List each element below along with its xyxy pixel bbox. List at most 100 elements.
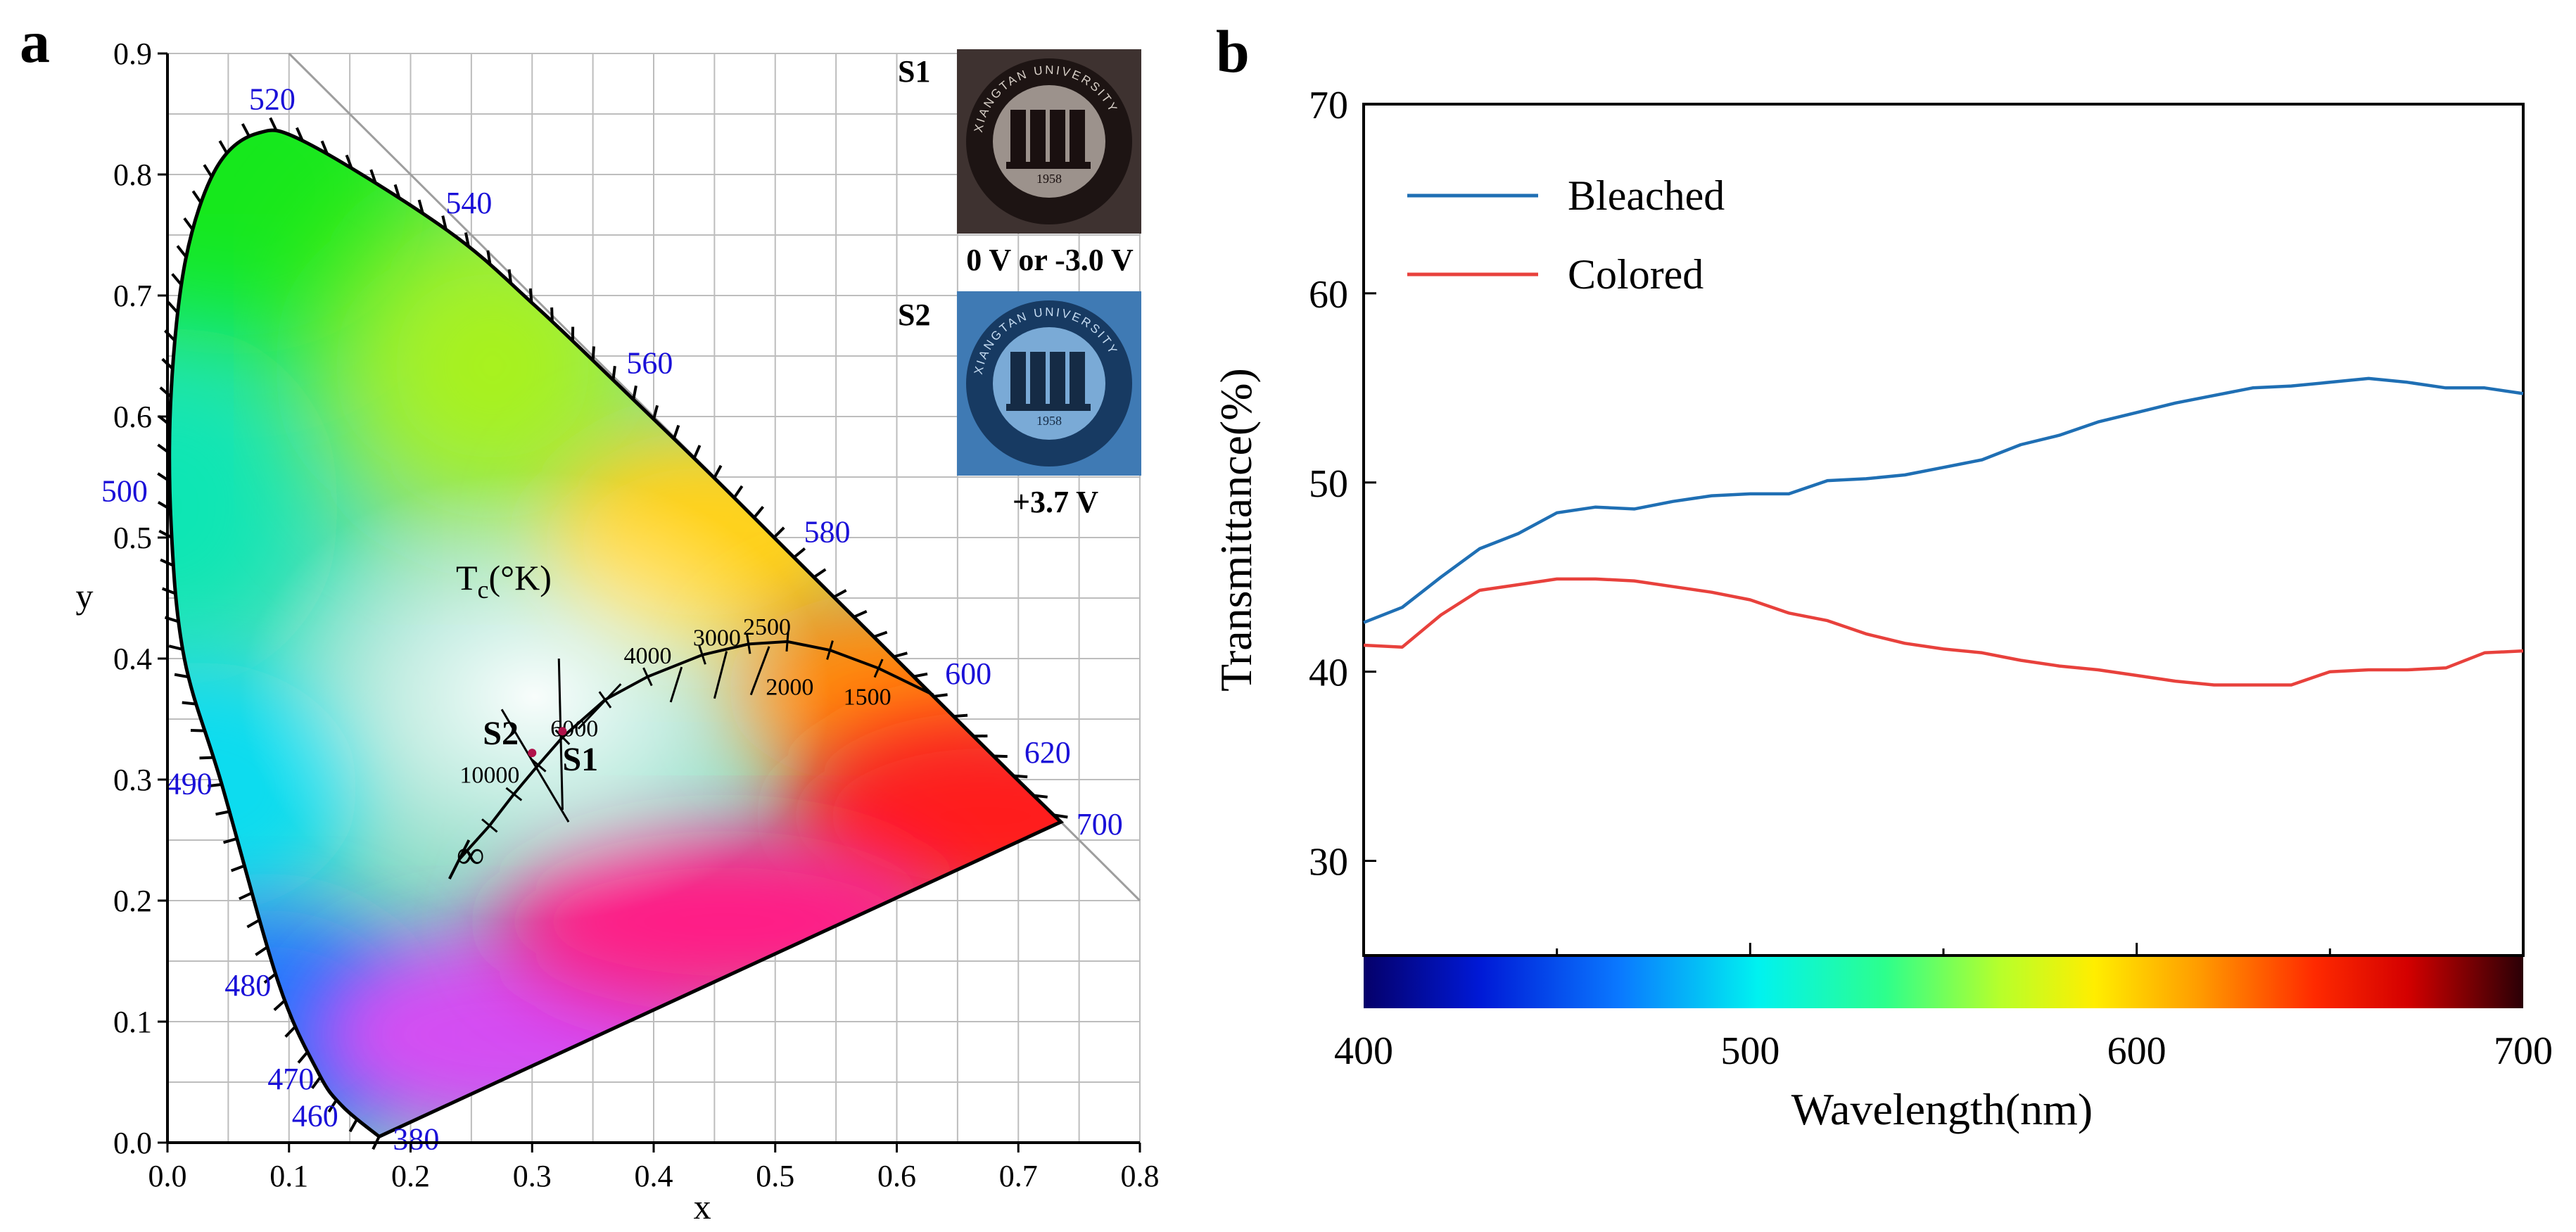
wavelength-tick — [191, 190, 203, 204]
cct-label: 2000 — [766, 675, 813, 701]
wavelength-tick — [393, 184, 401, 199]
wavelength-tick — [284, 1025, 297, 1038]
x-tick-label: 500 — [1720, 1029, 1779, 1073]
y-tick-label: 30 — [1309, 841, 1348, 884]
y-tick-label: 0.0 — [113, 1126, 152, 1160]
legend: Bleached Colored — [1407, 172, 1725, 298]
planckian-tick — [746, 634, 751, 654]
wavelength-tick — [345, 154, 353, 169]
wavelength-tick — [190, 728, 205, 732]
wavelength-tick — [692, 445, 702, 459]
wavelength-tick — [269, 117, 278, 132]
point-label-s2: S2 — [483, 715, 519, 752]
wavelength-tick — [230, 864, 246, 872]
wavelength-tick — [161, 587, 177, 595]
wavelength-tick — [369, 169, 377, 184]
s2-logo-year: 1958 — [1036, 414, 1062, 428]
cie-axes: 0.0 0.1 0.2 0.3 0.4 0.5 0.6 0.7 0.8 0.0 0.1 0.2 0.3 0… — [76, 37, 1160, 1226]
x-axis-title: Wavelength(nm) — [1791, 1084, 2093, 1134]
planckian-tick — [505, 787, 523, 801]
wavelength-label-700: 700 — [1077, 807, 1123, 842]
wavelength-tick — [348, 1118, 359, 1133]
isotemperature-line — [749, 646, 770, 696]
inset-images: S1 1958 XIANGTAN UNIVERSITY 0 V or -3.0 … — [898, 49, 1141, 519]
wavelength-tick — [168, 644, 184, 651]
wavelength-label-560: 560 — [626, 346, 673, 381]
y-tick-label: 0.7 — [113, 279, 152, 313]
legend-label-colored: Colored — [1568, 251, 1703, 298]
x-tick-label: 0.6 — [877, 1159, 916, 1193]
wavelength-tick — [1013, 774, 1028, 779]
y-tick-label: 0.4 — [113, 642, 152, 676]
x-tick-label: 0.1 — [269, 1159, 308, 1193]
x-axis-title: x — [694, 1187, 711, 1226]
cct-label: 10000 — [459, 763, 519, 789]
panel-b-label: b — [1216, 18, 1250, 85]
wavelength-tick — [893, 652, 908, 659]
wavelength-label-480: 480 — [224, 968, 271, 1003]
planckian-tick — [554, 729, 571, 745]
cct-label: 1500 — [844, 685, 892, 711]
y-tick-label: 60 — [1309, 273, 1348, 317]
wavelength-label-500: 500 — [101, 474, 148, 509]
s2-inset-label: S2 — [898, 298, 930, 332]
wavelength-tick — [1053, 813, 1068, 819]
wavelength-tick — [417, 199, 424, 214]
x-tick-label: 0.5 — [756, 1159, 794, 1193]
planckian-locus-label: Tc(°K) — [456, 558, 552, 604]
s1-logo-image: 1958 XIANGTAN UNIVERSITY — [957, 49, 1141, 234]
wavelength-tick — [273, 999, 286, 1011]
series-bleached-line — [1363, 376, 2524, 624]
y-tick-label: 0.5 — [113, 521, 152, 555]
wavelength-tick — [833, 589, 847, 599]
wavelength-label-620: 620 — [1024, 735, 1071, 770]
wavelength-tick — [441, 215, 448, 230]
wavelength-tick — [813, 568, 827, 579]
y-tick-label: 0.2 — [113, 884, 152, 918]
wavelength-label-520: 520 — [249, 82, 296, 117]
wavelength-tick — [171, 273, 183, 286]
wavelength-tick — [913, 672, 928, 678]
transmittance-panel: 30 40 50 60 70 400 500 600 700 Wavelength(nm) Tran… — [1211, 84, 2553, 1134]
wavelength-tick — [632, 385, 637, 400]
wavelength-tick — [255, 946, 269, 956]
wavelength-tick — [182, 701, 196, 706]
planckian-tick — [873, 659, 884, 678]
cct-label: 4000 — [623, 643, 671, 669]
wavelength-label-380: 380 — [393, 1122, 439, 1156]
wavelength-tick — [732, 485, 744, 499]
wavelength-tick — [652, 405, 659, 420]
wavelength-label-490: 490 — [166, 767, 212, 801]
wavelength-tick — [853, 609, 868, 618]
transmittance-axes: 30 40 50 60 70 400 500 600 700 Wavelength(nm) Tran… — [1211, 84, 2553, 1134]
wavelength-tick — [320, 140, 329, 155]
point-s2 — [528, 749, 537, 758]
wavelength-tick — [993, 754, 1008, 758]
wavelength-tick — [203, 164, 213, 178]
legend-label-bleached: Bleached — [1568, 172, 1725, 219]
wavelength-label-470: 470 — [267, 1062, 314, 1096]
wavelength-label-540: 540 — [445, 186, 492, 220]
wavelength-tick — [176, 245, 188, 258]
x-tick-label: 700 — [2494, 1029, 2553, 1073]
wavelength-label-460: 460 — [292, 1098, 338, 1133]
y-tick-label: 0.9 — [113, 37, 152, 71]
planckian-tick — [642, 667, 653, 687]
wavelength-tick — [713, 464, 723, 479]
cct-label: ∞ — [457, 834, 485, 877]
y-axis-title: y — [76, 576, 94, 616]
x-tick-label: 0.4 — [635, 1159, 673, 1193]
s2-logo-image: 1958 XIANGTAN UNIVERSITY — [957, 291, 1141, 476]
s1-inset-label: S1 — [898, 54, 930, 89]
y-tick-label: 50 — [1309, 462, 1348, 506]
wavelength-tick — [528, 288, 533, 303]
x-tick-label: 600 — [2107, 1029, 2166, 1073]
wavelength-tick — [263, 972, 277, 984]
wavelength-tick — [591, 346, 595, 361]
wavelength-tick — [611, 366, 616, 381]
wavelength-tick — [297, 1050, 309, 1064]
cct-label: 3000 — [693, 625, 741, 651]
point-label-s1: S1 — [562, 741, 598, 778]
y-tick-label: 70 — [1309, 84, 1348, 127]
